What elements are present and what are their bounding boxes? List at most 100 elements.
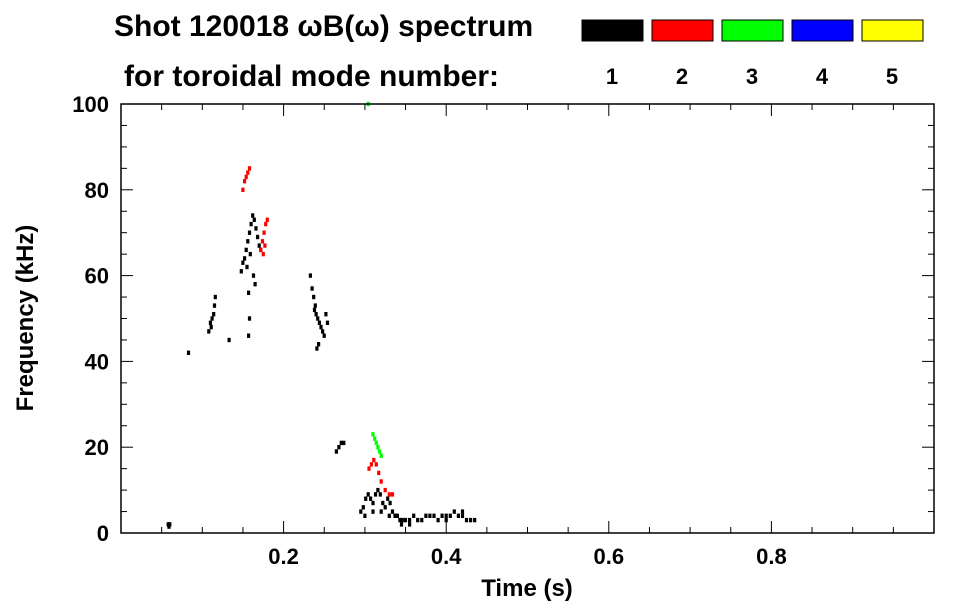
data-point-s1-22 [256,234,260,240]
data-point-s1-25 [248,251,252,257]
axes: 0.2 0.4 0.6 0.8 0 20 40 60 80 100 [72,92,934,569]
data-point-s1-29 [247,333,251,338]
data-point-s1-23 [257,243,261,248]
data-point-s1-62 [386,496,390,501]
data-point-s1-41 [322,333,326,338]
data-point-s3-3 [376,445,380,450]
data-point-s1-52 [361,505,365,510]
data-point-s1-24 [245,264,249,270]
data-point-s2-2 [244,174,248,180]
x-tick-label: 0.8 [756,544,787,569]
data-point-s1-61 [383,505,387,510]
data-point-s1-56 [371,500,375,506]
data-point-s2-8 [264,221,268,227]
data-point-s1-9 [213,294,217,300]
data-point-s1-67 [398,517,402,523]
data-point-s1-47 [334,449,338,454]
data-point-s1-42 [317,342,321,347]
data-point-s2-18 [383,487,387,493]
y-tick-label: 40 [85,349,109,374]
data-point-s1-10 [209,324,213,330]
data-point-s1-93 [444,517,448,523]
data-point-s1-12 [239,269,243,274]
legend-label-5: 5 [886,64,898,89]
data-point-s2-1 [243,179,247,184]
data-point-s1-55 [369,496,373,501]
legend-swatch-3 [721,19,784,42]
data-point-s2-12 [367,466,371,471]
data-point-s1-19 [251,213,255,218]
data-point-s1-64 [390,509,395,514]
legend: 1 2 3 4 5 [581,19,924,89]
data-point-s1-73 [420,517,424,523]
data-point-s2-13 [369,462,373,467]
data-point-s1-59 [378,492,382,497]
data-point-s1-85 [469,517,473,523]
y-axis-label: Frequency (kHz) [12,225,39,412]
data-point-s1-58 [376,487,380,493]
y-tick-label: 80 [85,178,109,203]
x-axis-label: Time (s) [481,575,573,602]
data-point-s1-71 [412,513,416,518]
data-point-s1-72 [416,517,420,523]
data-point-s1-2 [167,524,171,529]
data-point-s1-66 [395,513,399,518]
data-point-s1-18 [249,221,253,227]
data-point-s1-14 [243,256,247,261]
data-point-s3-0 [371,432,375,437]
x-tick-label: 0.6 [594,544,625,569]
data-point-s2-6 [260,239,265,244]
data-point-s1-20 [252,217,256,222]
data-point-s2-11 [263,243,267,248]
legend-swatch-5 [861,19,924,42]
data-point-s1-54 [366,492,370,497]
data-point-s2-3 [246,170,250,175]
legend-label-2: 2 [676,64,688,89]
plot-marks [166,101,477,529]
data-point-s3-2 [374,440,378,446]
data-point-s2-4 [247,166,252,171]
x-tick-label: 0.2 [268,544,299,569]
data-point-s1-87 [363,513,367,518]
data-point-s1-28 [247,316,252,321]
data-point-s1-3 [186,350,191,355]
data-point-s1-60 [381,500,385,506]
data-point-s2-7 [262,230,266,235]
data-point-s1-39 [319,324,323,330]
data-point-s1-4 [207,329,211,334]
data-point-s1-84 [464,517,469,523]
data-point-s1-44 [312,307,317,313]
data-point-s1-8 [212,303,217,308]
data-point-s1-17 [247,230,252,235]
legend-swatch-1 [581,19,644,42]
data-point-s1-7 [212,312,216,317]
data-point-s3-5 [379,453,383,458]
data-point-s1-53 [364,496,368,501]
data-point-s2-15 [374,462,378,467]
data-point-s1-30 [253,282,257,287]
data-point-s1-15 [244,247,248,253]
data-point-s1-90 [387,513,391,518]
data-point-s1-48 [337,445,341,450]
data-point-s1-43 [315,346,319,351]
data-point-s1-32 [308,273,312,278]
data-point-s1-6 [210,316,214,321]
data-point-s1-57 [373,492,378,497]
data-point-s1-65 [393,513,397,518]
legend-swatch-4 [791,19,854,42]
data-point-s1-49 [339,440,343,446]
data-point-s1-11 [227,337,231,343]
data-point-s1-69 [403,517,408,523]
data-point-s1-74 [424,513,428,518]
y-tick-label: 20 [85,435,109,460]
data-point-s2-9 [265,217,269,222]
data-point-s1-86 [473,517,477,523]
data-point-s1-51 [359,509,363,514]
data-point-s1-89 [379,509,383,514]
data-point-s1-88 [371,509,375,514]
data-point-s1-46 [325,320,330,325]
y-tick-label: 0 [97,521,109,546]
data-point-s1-26 [251,273,256,278]
data-point-s1-77 [436,517,440,523]
data-point-s1-35 [313,303,317,308]
